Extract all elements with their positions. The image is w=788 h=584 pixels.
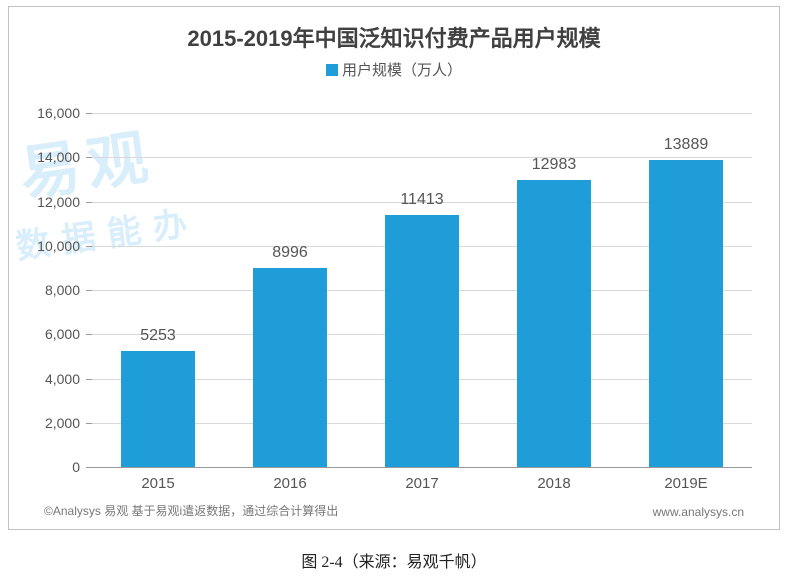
- x-tick-label: 2017: [362, 475, 482, 492]
- y-tickmark: [86, 334, 92, 335]
- figure-caption: 图 2-4（来源：易观千帆）: [0, 548, 788, 572]
- y-tickmark: [86, 379, 92, 380]
- y-tickmark: [86, 423, 92, 424]
- y-tick-label: 2,000: [10, 415, 80, 431]
- y-tickmark: [86, 157, 92, 158]
- y-tickmark: [86, 113, 92, 114]
- bar-value-label: 13889: [626, 136, 746, 154]
- footer-source: ©Analysys 易观 基于易观i遣返数据，通过综合计算得出: [44, 502, 338, 519]
- bar: [517, 180, 591, 467]
- x-tick-label: 2018: [494, 475, 614, 492]
- chart-container: 易观 数据能办 2015-2019年中国泛知识付费产品用户规模 用户规模（万人）…: [8, 6, 780, 530]
- bar-value-label: 5253: [98, 327, 218, 345]
- y-tick-label: 4,000: [10, 371, 80, 387]
- gridline: [92, 157, 752, 158]
- y-tick-label: 12,000: [10, 194, 80, 210]
- y-tick-label: 16,000: [10, 105, 80, 121]
- bar-value-label: 8996: [230, 244, 350, 262]
- x-tick-label: 2015: [98, 475, 218, 492]
- bar: [121, 351, 195, 467]
- bar-value-label: 12983: [494, 156, 614, 174]
- y-tick-label: 10,000: [10, 238, 80, 254]
- x-tick-label: 2019E: [626, 475, 746, 492]
- y-tickmark: [86, 246, 92, 247]
- y-tick-label: 8,000: [10, 282, 80, 298]
- bar: [253, 268, 327, 467]
- x-axis-baseline: [92, 467, 752, 468]
- bar-value-label: 11413: [362, 191, 482, 209]
- bar: [385, 215, 459, 468]
- x-tick-label: 2016: [230, 475, 350, 492]
- y-tick-label: 14,000: [10, 149, 80, 165]
- y-tickmark: [86, 290, 92, 291]
- chart-title: 2015-2019年中国泛知识付费产品用户规模: [9, 7, 779, 53]
- chart-legend: 用户规模（万人）: [9, 59, 779, 80]
- bar: [649, 160, 723, 467]
- gridline: [92, 113, 752, 114]
- legend-swatch: [326, 64, 338, 76]
- legend-label: 用户规模（万人）: [342, 62, 462, 79]
- footer-url: www.analysys.cn: [653, 505, 744, 519]
- y-tickmark: [86, 202, 92, 203]
- plot-area: 02,0004,0006,0008,00010,00012,00014,0001…: [92, 113, 752, 467]
- y-tick-label: 0: [10, 459, 80, 475]
- y-tick-label: 6,000: [10, 326, 80, 342]
